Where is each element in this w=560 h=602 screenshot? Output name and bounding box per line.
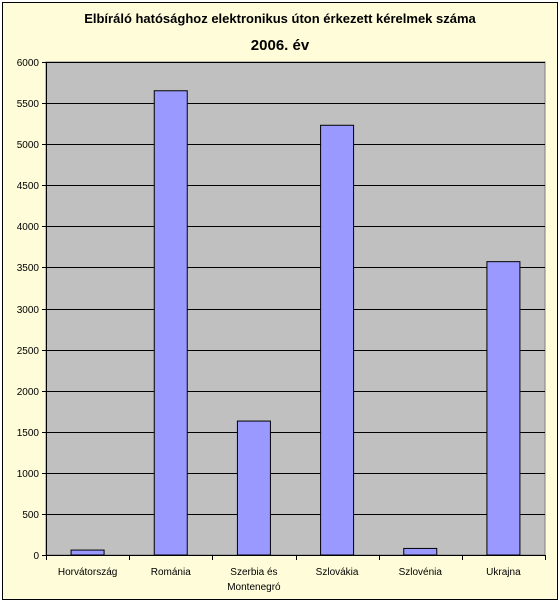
bar <box>236 420 271 556</box>
x-tick-label: Horvátország <box>58 567 117 578</box>
x-tick-label: Szlovákia <box>316 567 359 578</box>
y-tick-label: 4500 <box>17 181 40 192</box>
bar <box>153 90 188 556</box>
x-tick-label: Románia <box>151 567 191 578</box>
y-tick-label: 1000 <box>17 469 40 480</box>
y-tick-label: 4000 <box>17 222 40 233</box>
y-tick-label: 6000 <box>17 58 40 69</box>
y-tick-label: 0 <box>33 551 39 562</box>
y-tick-label: 3500 <box>17 263 40 274</box>
bar-chart: 0 500 1000 1500 2000 2500 3000 3500 4000 4500 5000… <box>17 58 546 593</box>
chart-title: Elbíráló hatósághoz elektronikus úton ér… <box>84 11 476 26</box>
bar <box>403 547 438 556</box>
plot-area <box>45 61 546 556</box>
y-tick-label: 500 <box>22 510 39 521</box>
x-tick-label: Montenegró <box>227 582 281 593</box>
y-tick-label: 2000 <box>17 387 40 398</box>
x-tick-label: Szerbia és <box>230 567 277 578</box>
y-tick-label: 5000 <box>17 140 40 151</box>
bar <box>486 261 521 556</box>
x-tick-label: Szlovénia <box>399 567 443 578</box>
y-tick-label: 5500 <box>17 99 40 110</box>
y-tick-label: 1500 <box>17 428 40 439</box>
y-tick-label: 2500 <box>17 346 40 357</box>
bar <box>70 549 105 556</box>
x-tick-label: Ukrajna <box>486 567 521 578</box>
chart-subtitle: 2006. év <box>250 37 310 54</box>
y-tick-label: 3000 <box>17 305 40 316</box>
bar <box>320 124 355 556</box>
